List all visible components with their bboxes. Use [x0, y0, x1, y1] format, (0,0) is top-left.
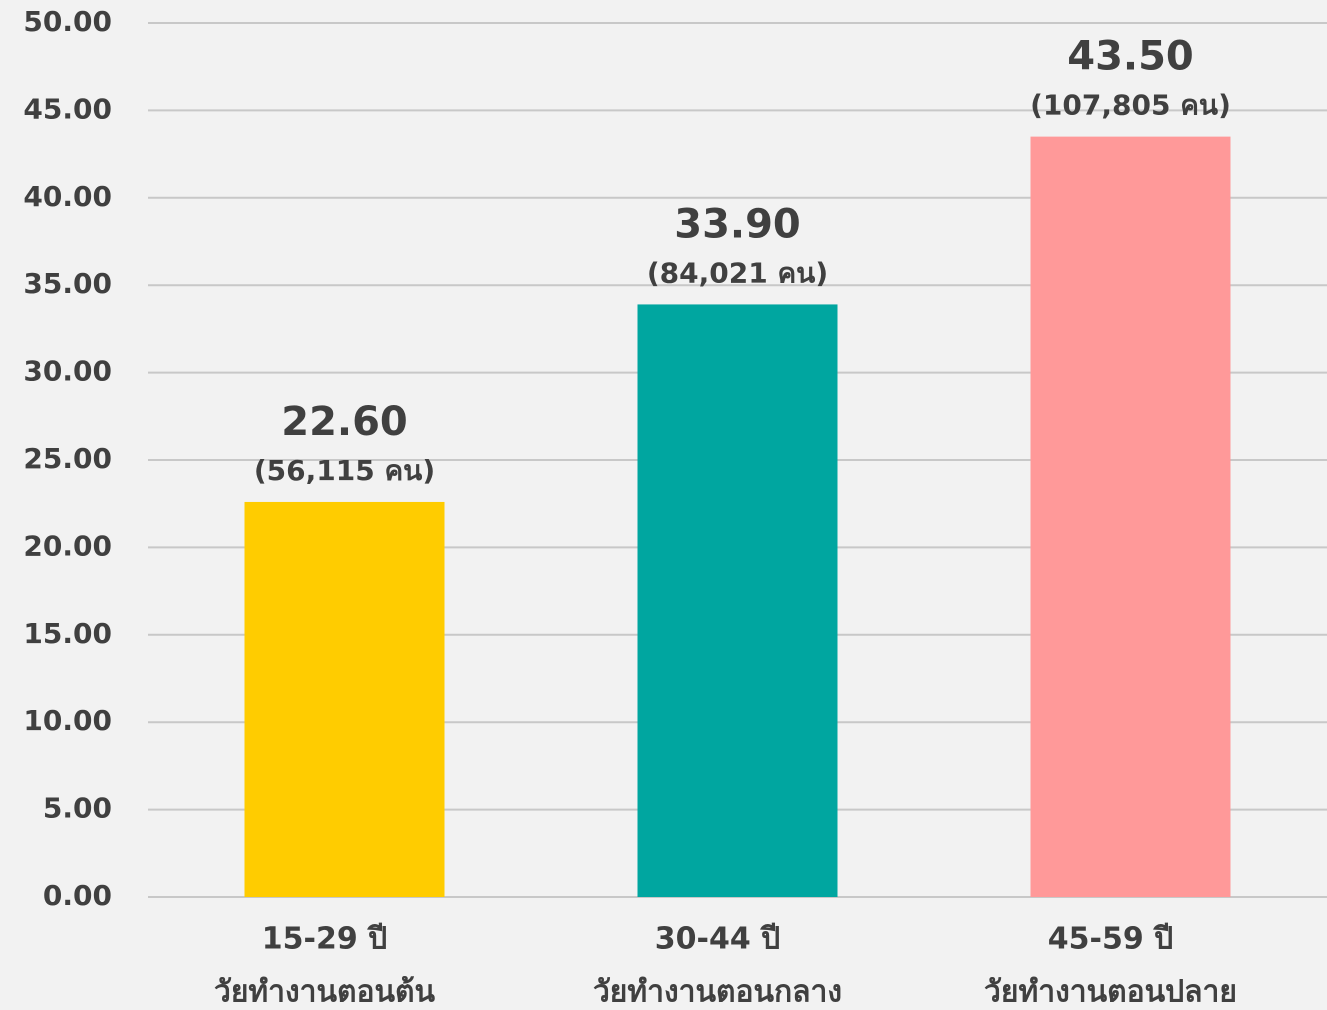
y-tick-label: 25.00: [23, 442, 112, 475]
value-label: 43.50: [1067, 34, 1194, 80]
y-tick-label: 50.00: [23, 5, 112, 38]
x-tick-sublabel: วัยทำงานตอนกลาง: [593, 975, 842, 1010]
bar: [1030, 136, 1231, 897]
y-tick-label: 20.00: [23, 529, 112, 562]
y-tick-label: 0.00: [43, 879, 112, 912]
value-label: 33.90: [674, 201, 801, 247]
x-tick-sublabel: วัยทำงานตอนต้น: [214, 975, 436, 1010]
y-tick-label: 5.00: [43, 792, 112, 825]
count-label: (56,115 คน): [254, 454, 435, 487]
y-tick-label: 30.00: [23, 355, 112, 388]
bar: [637, 304, 838, 898]
y-tick-label: 15.00: [23, 617, 112, 650]
x-tick-sublabel: วัยทำงานตอนปลาย: [984, 975, 1237, 1010]
value-label: 22.60: [281, 399, 408, 445]
x-tick-label: 30-44 ปี: [655, 922, 780, 957]
count-label: (107,805 คน): [1030, 89, 1231, 122]
y-tick-label: 45.00: [23, 92, 112, 125]
x-tick-label: 45-59 ปี: [1048, 922, 1173, 957]
y-tick-label: 10.00: [23, 704, 112, 737]
y-tick-label: 35.00: [23, 267, 112, 300]
x-tick-label: 15-29 ปี: [262, 922, 387, 957]
count-label: (84,021 คน): [647, 256, 828, 289]
bar: [244, 501, 445, 897]
y-tick-label: 40.00: [23, 180, 112, 213]
